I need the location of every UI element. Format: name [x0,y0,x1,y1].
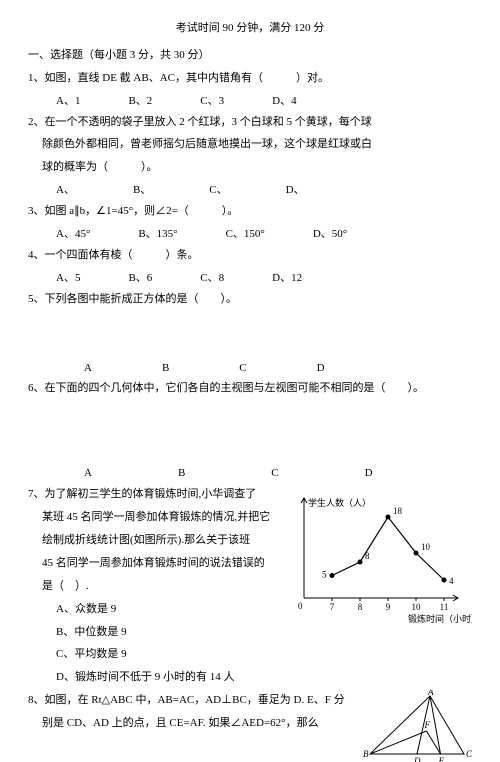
q7-opt-d: D、锻炼时间不低于 9 小时的有 14 人 [28,667,282,688]
q4-options: A、5 B、6 C、8 D、12 [28,268,472,289]
q1-options: A、1 B、2 C、3 D、4 [28,91,472,112]
svg-text:18: 18 [393,506,403,516]
q1-opt-c: C、3 [200,91,224,112]
q2-options: A、 B、 C、 D、 [28,180,472,201]
svg-text:10: 10 [412,602,422,612]
q1-stem: 1、如图，直线 DE 截 AB、AC，其中内错角有（ ）对。 [28,68,472,89]
q4-opt-d: D、12 [272,268,302,289]
svg-text:0: 0 [298,601,303,611]
svg-text:7: 7 [330,602,335,612]
q6-label-a: A [84,463,92,484]
q5-label-d: D [317,358,325,379]
svg-text:C: C [466,749,472,759]
q6-label-c: C [271,463,278,484]
q5-figure-gap [28,312,472,358]
q7-l1: 7、为了解初三学生的体育锻炼时间,小华调查了 [28,484,282,505]
q6-stem: 6、在下面的四个几何体中，它们各自的主视图与左视图可能不相同的是（ ）。 [28,378,472,399]
q2-l3: 球的概率为（ ）。 [28,157,472,178]
svg-text:5: 5 [322,570,327,580]
q4-stem: 4、一个四面体有棱（ ）条。 [28,245,472,266]
svg-text:E: E [438,756,445,762]
q2-opt-a: A、 [56,180,75,201]
q6-label-b: B [178,463,185,484]
q7-l4: 45 名同学一周参加体育锻炼时间的说法错误的 [28,553,282,574]
q3-opt-c: C、150° [226,224,265,245]
svg-text:B: B [363,749,369,759]
svg-text:D: D [413,756,421,762]
q4-opt-c: C、8 [200,268,224,289]
svg-text:锻炼时间（小时）: 锻炼时间（小时） [408,613,472,624]
q2-opt-b: B、 [133,180,151,201]
q7-l5: 是（ ）. [28,576,282,597]
q7-opt-b: B、中位数是 9 [28,622,282,643]
q2-opt-d: D、 [286,180,305,201]
q3-opt-b: B、135° [138,224,177,245]
q2-opt-c: C、 [209,180,227,201]
svg-text:10: 10 [421,542,431,552]
q5-labels: A B C D [28,358,472,379]
svg-text:9: 9 [386,602,391,612]
q8-triangle: A B C D E F [362,690,472,762]
q2-l2: 除颜色外都相同，曾老师摇匀后随意地摸出一球，这个球是红球或白 [28,134,472,155]
svg-text:8: 8 [365,551,370,561]
q7-chart: 0 7 8 9 10 11 5 8 18 10 4 学生人数（人） 锻炼时间（小时） [282,484,472,690]
q7-l3: 绘制成折线统计图(如图所示).那么关于该班 [28,530,282,551]
q6-label-d: D [365,463,373,484]
svg-text:学生人数（人）: 学生人数（人） [308,497,371,508]
q6-figure-gap [28,401,472,463]
q5-label-c: C [239,358,246,379]
q7-opt-a: A、众数是 9 [28,599,282,620]
q1-opt-d: D、4 [272,91,296,112]
q5-label-b: B [162,358,169,379]
q7-opt-c: C、平均数是 9 [28,644,282,665]
q3-stem: 3、如图 a∥b，∠1=45°，则∠2=（ ）。 [28,201,472,222]
q8-l1: 8、如图，在 Rt△ABC 中，AB=AC，AD⊥BC，垂足为 D. E、F 分 [28,690,362,711]
q7-l2: 某班 45 名同学一周参加体育锻炼的情况,并把它 [28,507,282,528]
exam-header: 考试时间 90 分钟，满分 120 分 [28,18,472,39]
q5-stem: 5、下列各图中能折成正方体的是（ ）。 [28,289,472,310]
svg-text:F: F [424,720,431,730]
q1-opt-a: A、1 [56,91,80,112]
svg-text:4: 4 [449,576,454,586]
q3-opt-d: D、50° [313,224,347,245]
q3-options: A、45° B、135° C、150° D、50° [28,224,472,245]
svg-text:8: 8 [358,602,363,612]
q4-opt-b: B、6 [128,268,152,289]
q8-l2: 别是 CD、AD 上的点，且 CE=AF. 如果∠AED=62°，那么 [28,713,362,734]
q5-label-a: A [84,358,92,379]
q4-opt-a: A、5 [56,268,80,289]
triangle-svg: A B C D E F [362,690,472,762]
q6-labels: A B C D [28,463,472,484]
line-chart-svg: 0 7 8 9 10 11 5 8 18 10 4 学生人数（人） 锻炼时间（小时） [282,484,472,624]
q1-opt-b: B、2 [128,91,152,112]
q3-opt-a: A、45° [56,224,90,245]
svg-text:11: 11 [440,602,449,612]
section-heading: 一、选择题（每小题 3 分，共 30 分） [28,45,472,66]
q2-l1: 2、在一个不透明的袋子里放入 2 个红球，3 个白球和 5 个黄球，每个球 [28,112,472,133]
svg-text:A: A [427,690,434,697]
